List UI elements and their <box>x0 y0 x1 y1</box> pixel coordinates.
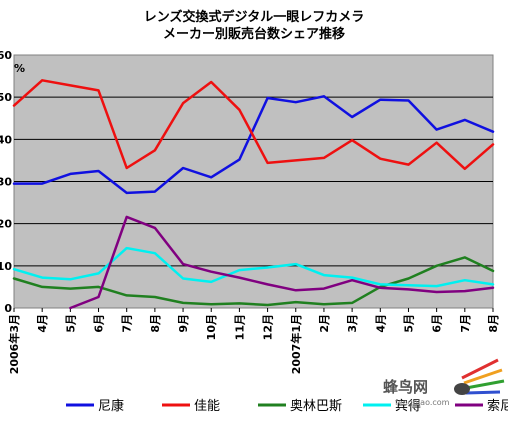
legend-label: 佳能 <box>194 399 220 414</box>
x-tick-label: 4月 <box>36 314 49 333</box>
x-tick-label: 7月 <box>459 314 472 333</box>
x-tick-label: 8月 <box>487 314 500 333</box>
series-line-尼康 <box>12 95 495 195</box>
x-tick-label: 12月 <box>262 314 275 340</box>
y-axis-unit: % <box>14 62 25 75</box>
legend-label: 宾得 <box>395 398 421 414</box>
x-tick-label: 5月 <box>402 314 415 333</box>
x-tick-label: 8月 <box>149 314 162 333</box>
x-tick-label: 10月 <box>205 314 218 340</box>
x-tick-label: 3月 <box>346 314 359 333</box>
x-tick-label: 2006年3月 <box>7 314 21 374</box>
gridlines <box>14 96 493 267</box>
bird-logo-icon <box>454 358 505 395</box>
y-axis-ticks: 0 10 20 30 40 50 60 <box>0 49 12 315</box>
watermark-logo: 蜂鸟网 fengniao.com <box>383 358 505 407</box>
legend: 尼康 佳能 奥林巴斯 宾得 索尼 <box>66 398 508 414</box>
x-tick-label: 7月 <box>121 314 134 333</box>
y-tick-label: 40 <box>0 133 12 146</box>
watermark-sub: fengniao.com <box>395 398 450 407</box>
x-tick-label: 2月 <box>318 314 331 333</box>
x-tick-label: 6月 <box>93 314 106 333</box>
watermark-text: 蜂鸟网 <box>383 378 428 396</box>
series-line-佳能 <box>12 79 495 171</box>
x-tick-label: 2007年1月 <box>289 314 303 374</box>
x-axis-ticks: 2006年3月 4月 5月 6月 7月 8月 9月 10月 11月 12月 2007年1月 2月 3月 4… <box>7 308 500 374</box>
chart-title: レンズ交換式デジタル一眼レフカメラ <box>143 10 365 25</box>
series-line-奥林巴斯 <box>12 256 495 307</box>
x-tick-label: 4月 <box>374 314 387 333</box>
y-tick-label: 60 <box>0 49 12 62</box>
chart-subtitle: メーカー別販売台数シェア推移 <box>162 27 345 42</box>
y-tick-label: 20 <box>0 218 12 231</box>
x-tick-label: 11月 <box>233 314 246 340</box>
y-tick-label: 0 <box>4 302 12 315</box>
x-tick-label: 5月 <box>64 314 77 333</box>
series-line-宾得 <box>12 246 495 288</box>
legend-label: 尼康 <box>98 398 124 414</box>
series-line-索尼 <box>69 215 495 310</box>
legend-label: 索尼 <box>487 399 508 414</box>
y-tick-label: 50 <box>0 91 12 104</box>
series-lines <box>12 79 495 310</box>
x-tick-label: 9月 <box>177 314 190 333</box>
y-tick-label: 30 <box>0 176 12 189</box>
y-tick-label: 10 <box>0 260 12 273</box>
x-tick-label: 6月 <box>431 314 444 333</box>
legend-label: 奥林巴斯 <box>290 399 342 414</box>
